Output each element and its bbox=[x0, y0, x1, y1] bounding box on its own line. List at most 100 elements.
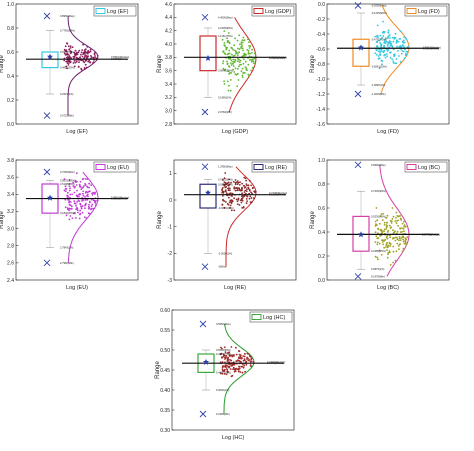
scatter-point bbox=[67, 64, 70, 66]
scatter-points bbox=[63, 42, 99, 71]
scatter-point bbox=[383, 40, 386, 43]
y-tick-label: -0.2 bbox=[316, 17, 325, 23]
scatter-point bbox=[231, 199, 234, 202]
y-tick-label: -1.2 bbox=[316, 92, 325, 98]
legend-label: Log (EF) bbox=[107, 9, 129, 15]
scatter-point bbox=[253, 57, 256, 60]
stat-annotation: 0.3775(Mean) bbox=[422, 232, 438, 236]
scatter-point bbox=[385, 53, 388, 55]
scatter-point bbox=[392, 48, 395, 51]
scatter-point bbox=[404, 48, 406, 51]
extreme-marker bbox=[43, 259, 51, 267]
scatter-point bbox=[69, 187, 71, 190]
scatter-point bbox=[397, 50, 399, 52]
scatter-point bbox=[224, 358, 226, 360]
scatter-point bbox=[89, 208, 92, 211]
scatter-point bbox=[250, 184, 253, 187]
scatter-point bbox=[237, 60, 239, 63]
scatter-point bbox=[223, 354, 226, 357]
scatter-point bbox=[244, 359, 246, 362]
scatter-point bbox=[396, 242, 399, 245]
scatter-point bbox=[383, 44, 385, 47]
scatter-point bbox=[228, 363, 231, 366]
scatter-point bbox=[86, 193, 89, 196]
stat-annotation: -2.0000(1%) bbox=[218, 251, 232, 255]
scatter-point bbox=[405, 50, 408, 53]
scatter-point bbox=[88, 190, 91, 193]
stat-annotation: -0.5834(Median) bbox=[422, 46, 441, 50]
scatter-point bbox=[223, 373, 226, 375]
scatter-point bbox=[388, 224, 391, 227]
scatter-point bbox=[223, 177, 226, 180]
scatter-point bbox=[405, 38, 408, 41]
scatter-point bbox=[228, 192, 231, 195]
extreme-marker bbox=[354, 90, 362, 98]
scatter-point bbox=[401, 50, 404, 52]
scatter-point bbox=[386, 44, 389, 47]
y-axis-label: Range bbox=[0, 55, 5, 73]
scatter-point bbox=[224, 53, 227, 56]
scatter-point bbox=[241, 192, 244, 195]
stat-annotation: -0.4735(75%) bbox=[371, 37, 387, 41]
legend-box bbox=[404, 161, 448, 173]
scatter-point bbox=[395, 42, 398, 44]
scatter-point bbox=[248, 359, 251, 361]
scatter-point bbox=[228, 366, 231, 369]
scatter-point bbox=[221, 366, 224, 369]
median-marker bbox=[47, 194, 53, 201]
scatter-point bbox=[229, 58, 232, 60]
scatter-point bbox=[232, 65, 235, 67]
scatter-point bbox=[88, 203, 90, 206]
scatter-point bbox=[230, 181, 232, 184]
scatter-point bbox=[247, 63, 250, 66]
scatter-point bbox=[68, 209, 70, 212]
scatter-point bbox=[243, 355, 246, 358]
scatter-point bbox=[85, 55, 88, 58]
scatter-point bbox=[393, 54, 396, 57]
scatter-point bbox=[228, 187, 231, 190]
scatter-point bbox=[228, 358, 230, 361]
scatter-point bbox=[221, 38, 224, 41]
scatter-point bbox=[406, 236, 409, 239]
scatter-point bbox=[96, 54, 99, 57]
scatter-point bbox=[230, 364, 233, 367]
scatter-point bbox=[223, 80, 226, 83]
scatter-point bbox=[234, 179, 237, 181]
scatter-point bbox=[238, 184, 241, 186]
y-tick-label: 0 bbox=[169, 198, 172, 204]
scatter-point bbox=[236, 54, 239, 56]
scatter-point bbox=[396, 40, 398, 43]
scatter-point bbox=[91, 194, 94, 196]
scatter-point bbox=[249, 364, 252, 366]
scatter-point bbox=[70, 207, 73, 210]
scatter-point bbox=[85, 194, 88, 197]
scatter-point bbox=[390, 226, 392, 229]
extreme-marker bbox=[199, 320, 207, 328]
scatter-point bbox=[240, 360, 242, 363]
scatter-point bbox=[238, 48, 241, 50]
scatter-point bbox=[223, 83, 226, 85]
scatter-point bbox=[66, 62, 69, 64]
scatter-point bbox=[63, 178, 66, 181]
scatter-point bbox=[227, 89, 230, 92]
y-tick-label: 0.2 bbox=[7, 98, 14, 104]
scatter-point bbox=[392, 215, 395, 218]
scatter-point bbox=[250, 357, 253, 359]
scatter-point bbox=[383, 228, 386, 231]
scatter-point bbox=[230, 209, 233, 212]
stat-annotation: -0.1235(99%) bbox=[371, 11, 387, 15]
scatter-point bbox=[384, 37, 387, 40]
stat-annotation: -0.3036(25%) bbox=[218, 206, 234, 210]
scatter-point bbox=[242, 62, 245, 65]
scatter-point bbox=[398, 55, 400, 57]
scatter-point bbox=[222, 67, 225, 70]
scatter-point bbox=[245, 190, 248, 193]
scatter-point bbox=[242, 197, 244, 199]
scatter-point bbox=[82, 192, 84, 195]
y-tick-label: 0.4 bbox=[318, 230, 325, 236]
stat-annotation: 3.3502(Mean) bbox=[111, 197, 127, 201]
stat-annotation: 0.5900(75%) bbox=[218, 182, 233, 186]
scatter-point bbox=[228, 201, 231, 204]
legend-swatch bbox=[253, 8, 264, 14]
x-axis-label: Log (EF) bbox=[66, 129, 88, 135]
